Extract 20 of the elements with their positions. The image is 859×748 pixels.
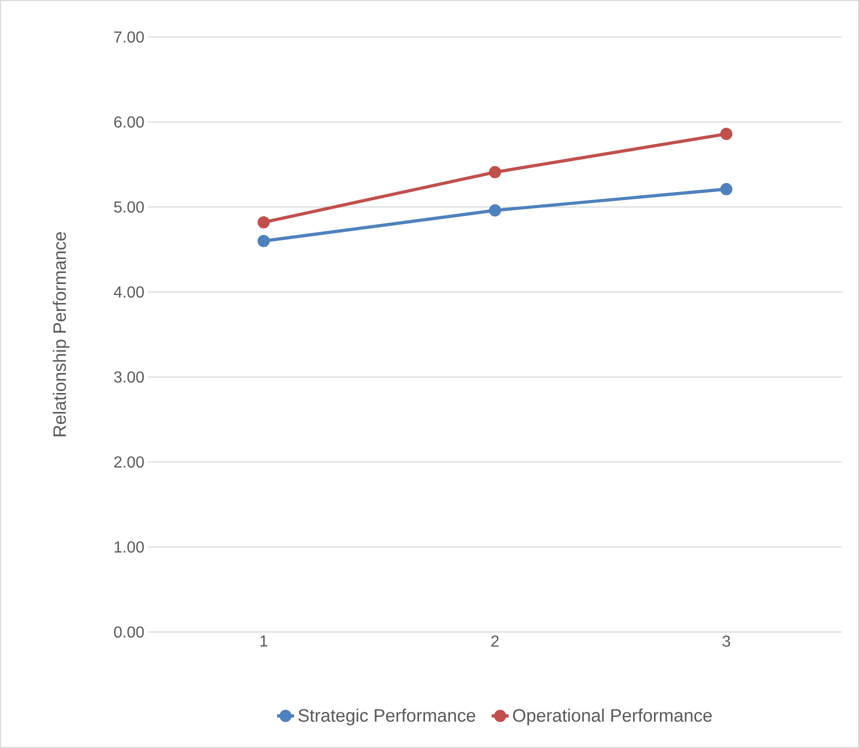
- y-tick-label: 1.00: [114, 541, 144, 553]
- y-tick-label: 0.00: [114, 626, 144, 638]
- point: [488, 166, 502, 178]
- y-tick-label: 3.00: [114, 371, 144, 383]
- point: [258, 216, 270, 228]
- x-tick-label: 3: [722, 636, 730, 647]
- y-tick-label: 6.00: [114, 116, 144, 128]
- x-tick-label: 1: [260, 636, 268, 646]
- y-tick-label: 4.00: [114, 286, 144, 298]
- point: [488, 204, 502, 216]
- point: [258, 234, 270, 248]
- point: [720, 183, 732, 196]
- legend-label: Strategic Performance: [298, 708, 476, 726]
- y-tick-label: 7.00: [114, 31, 144, 43]
- y-tick-label: 2.00: [114, 456, 144, 468]
- y-tick-label: 5.00: [114, 201, 144, 213]
- point: [720, 128, 732, 140]
- y-axis-title: Relationship Performance: [52, 232, 70, 436]
- x-tick-label: 2: [491, 636, 499, 647]
- legend-label: Operational Performance: [513, 708, 712, 726]
